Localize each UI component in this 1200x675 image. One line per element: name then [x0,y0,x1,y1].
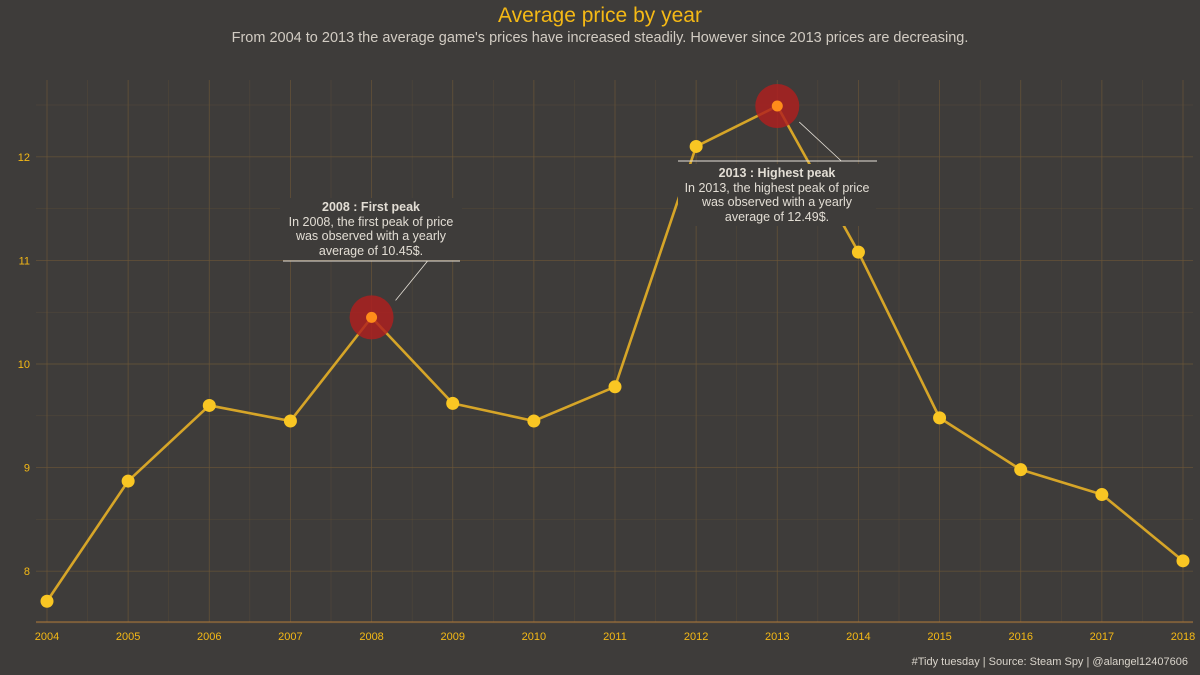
x-tick-label: 2012 [684,631,708,643]
data-point [1176,554,1190,568]
x-tick-label: 2014 [846,631,870,643]
y-tick-label: 8 [24,566,30,578]
annotation-leaders [283,121,877,301]
data-point [446,396,460,410]
annotation-first-peak: 2008 : First peak In 2008, the first pea… [280,198,462,260]
data-point [1014,463,1028,477]
x-tick-label: 2007 [278,631,302,643]
data-point [689,139,703,153]
grid-lines [36,80,1193,624]
x-tick-label: 2009 [440,631,464,643]
data-point [366,311,378,323]
x-tick-label: 2018 [1171,631,1195,643]
annotation-title: 2013 : Highest peak [718,166,836,180]
data-point [40,594,54,608]
y-tick-label: 11 [19,255,30,267]
x-tick-label: 2011 [603,631,627,643]
annotation-text: In 2013, the highest peak of price was o… [684,180,870,224]
x-tick-label: 2005 [116,631,140,643]
data-point [933,411,947,425]
chart-title: Average price by year [498,4,702,27]
annotation-highest-peak: 2013 : Highest peak In 2013, the highest… [678,164,876,226]
x-tick-label: 2017 [1090,631,1114,643]
x-tick-label: 2016 [1008,631,1032,643]
data-point [771,100,783,112]
x-tick-label: 2004 [35,631,59,643]
data-point [527,414,541,428]
x-tick-label: 2010 [522,631,546,643]
caption: #Tidy tuesday | Source: Steam Spy | @ala… [911,656,1188,668]
x-tick-label: 2008 [359,631,383,643]
annotation-title: 2008 : First peak [322,200,420,214]
data-point [1095,488,1109,502]
data-point [851,245,865,259]
x-tick-label: 2006 [197,631,221,643]
annotation-leader [395,260,428,301]
y-tick-label: 12 [18,152,30,164]
data-point [121,474,135,488]
y-tick-label: 10 [18,359,30,371]
annotation-text: In 2008, the first peak of price was obs… [288,214,454,258]
data-point [283,414,297,428]
data-points [40,84,1190,608]
x-tick-label: 2015 [927,631,951,643]
chart-subtitle: From 2004 to 2013 the average game's pri… [231,30,969,46]
annotation-leader [799,121,842,162]
y-tick-label: 9 [24,463,30,475]
data-point [608,380,622,394]
x-tick-label: 2013 [765,631,789,643]
data-point [202,398,216,412]
axis-labels: 2004 2005 2006 2007 2008 2009 2010 2011 2012 2013… [18,152,1195,643]
